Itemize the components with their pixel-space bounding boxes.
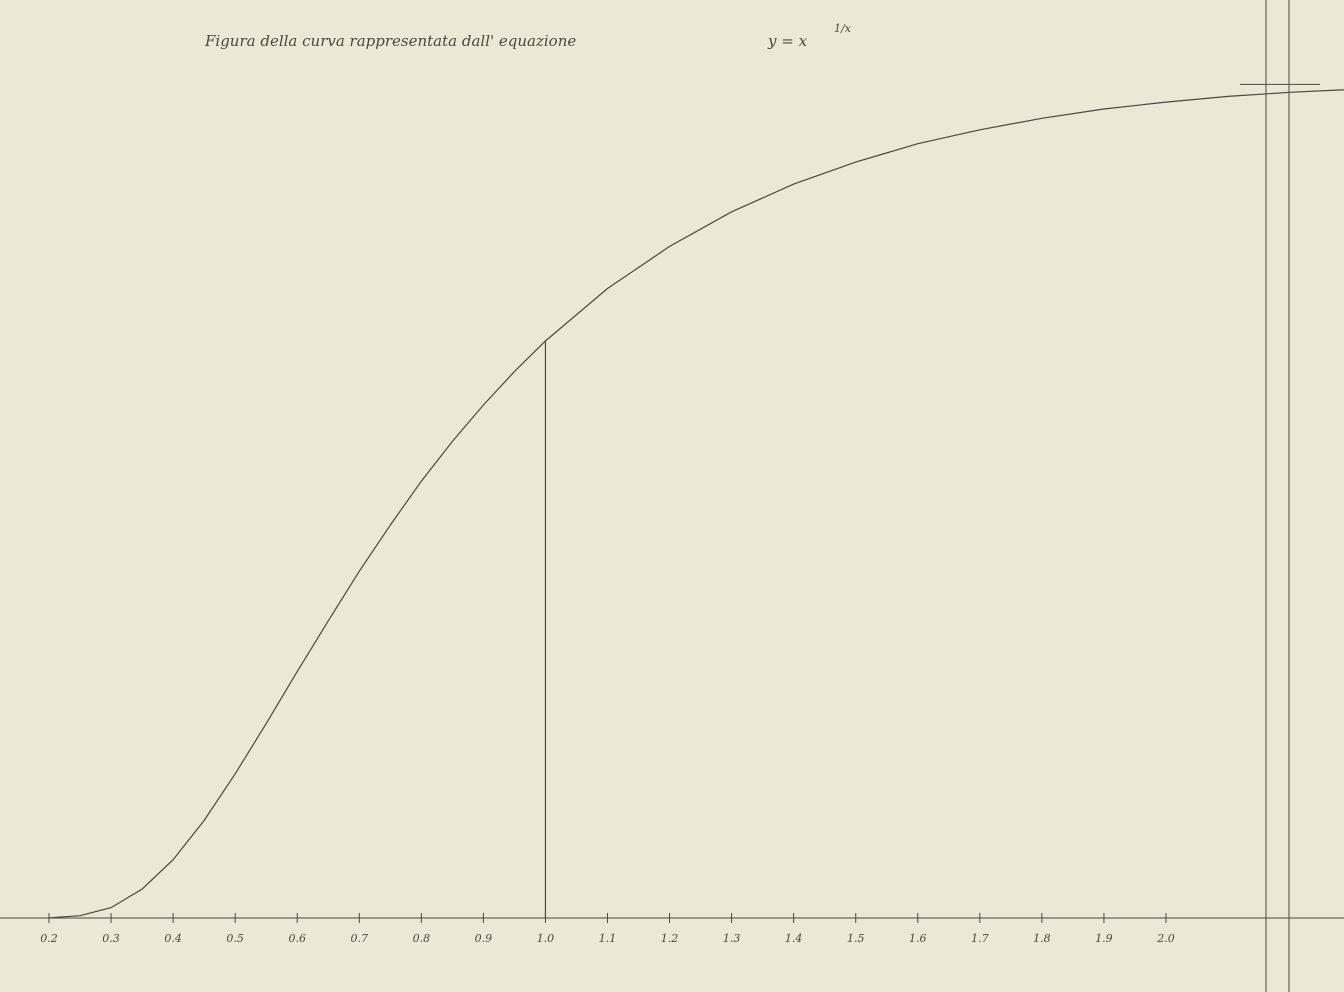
x-tick-label: 0.2 xyxy=(40,932,58,945)
chart-equation: y = x xyxy=(767,32,808,50)
x-tick-label: 0.5 xyxy=(226,932,244,945)
x-tick-label: 1.8 xyxy=(1033,932,1051,945)
x-tick-label: 1.6 xyxy=(909,932,927,945)
series-layer xyxy=(48,89,1344,919)
x-tick-label: 1.5 xyxy=(847,932,865,945)
x-tick-label: 1.7 xyxy=(971,932,989,945)
chart-equation-exponent: 1/x xyxy=(834,22,852,35)
x-tick-label: 2.0 xyxy=(1156,932,1175,945)
x-tick-label: 0.6 xyxy=(288,932,306,945)
x-tick-label: 1.0 xyxy=(537,932,555,945)
x-tick-label: 1.3 xyxy=(723,932,741,945)
x-tick-label: 1.4 xyxy=(785,932,803,945)
x-tick-layer: 0.2 0.3 0.4 0.5 0.6 0.7 0.8 0.9 1.0 1.1 1.2 1.3 1.4 1… xyxy=(40,913,1175,945)
x-tick-label: 1.1 xyxy=(599,932,617,945)
x-tick-label: 0.4 xyxy=(164,932,182,945)
x-tick-label: 0.9 xyxy=(475,932,493,945)
title-layer: Figura della curva rappresentata dall' e… xyxy=(204,22,852,50)
x-tick-label: 1.2 xyxy=(661,932,679,945)
x-tick-label: 0.7 xyxy=(351,932,369,945)
x-tick-label: 0.3 xyxy=(102,932,120,945)
chart-title: Figura della curva rappresentata dall' e… xyxy=(204,32,576,50)
x-tick-label: 1.9 xyxy=(1095,932,1113,945)
series-curve xyxy=(48,89,1344,919)
x-tick-label: 0.8 xyxy=(413,932,431,945)
